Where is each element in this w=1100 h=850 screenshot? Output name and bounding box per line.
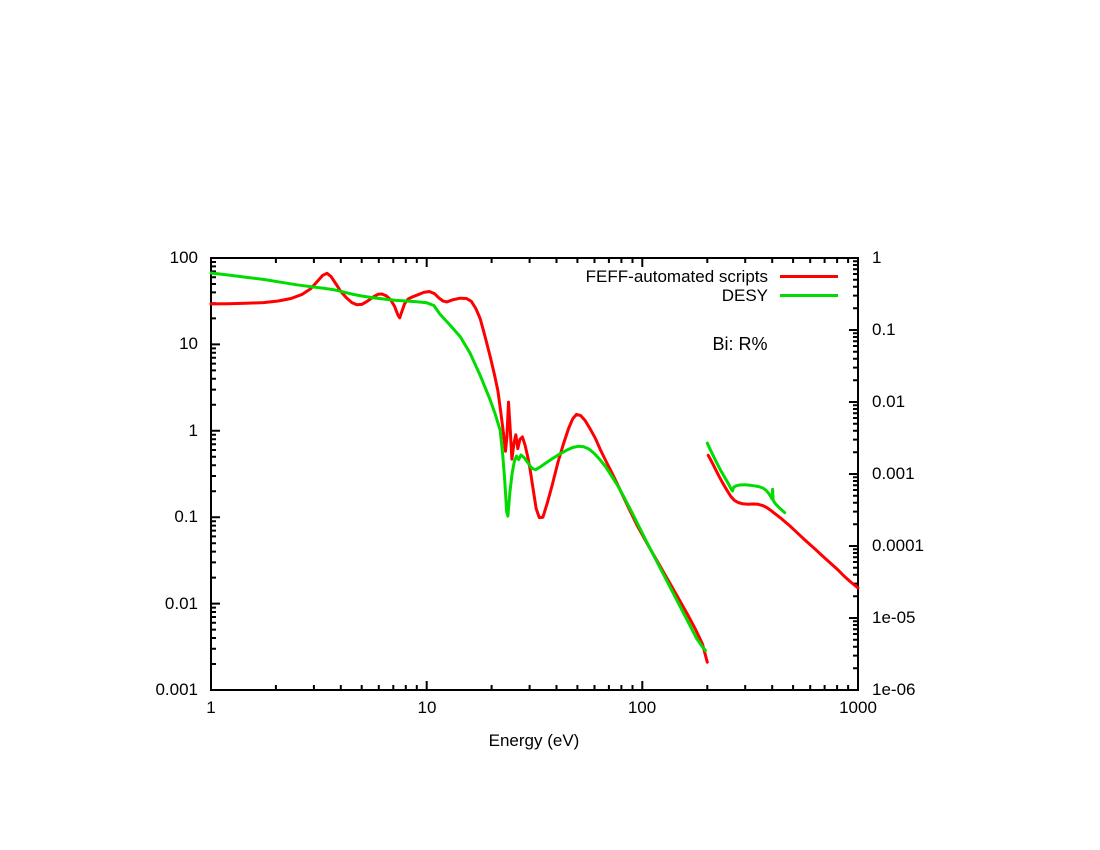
y-right-tick-label: 1e-06 — [872, 680, 916, 699]
y-left-tick-label: 0.1 — [174, 507, 198, 526]
y-left-tick-label: 0.01 — [164, 594, 198, 613]
x-tick-label: 100 — [627, 698, 657, 717]
x-tick-label: 10 — [417, 698, 437, 717]
legend-line-feff — [780, 275, 838, 278]
y-right-tick-label: 0.1 — [872, 320, 896, 339]
y-right-tick-label: 1e-05 — [872, 608, 916, 627]
series-line-desy — [209, 271, 787, 653]
y-right-tick-label: 1 — [872, 248, 882, 267]
x-tick-label: 1000 — [839, 698, 877, 717]
annotation-bi-r-percent: Bi: R% — [712, 334, 768, 354]
legend-label-feff: FEFF-automated scripts — [585, 267, 768, 286]
y-left-tick-label: 100 — [169, 248, 198, 267]
y-right-tick-label: 0.01 — [872, 392, 906, 411]
y-left-tick-label: 1 — [188, 421, 198, 440]
plot-border — [210, 257, 859, 691]
legend-label-desy: DESY — [721, 286, 768, 305]
x-axis-title: Energy (eV) — [488, 731, 580, 750]
legend-line-desy — [780, 294, 838, 297]
major-ticks — [210, 257, 859, 691]
y-right-tick-label: 0.001 — [872, 464, 915, 483]
y-left-tick-label: 10 — [179, 334, 198, 353]
y-left-tick-label: 0.001 — [155, 680, 198, 699]
x-tick-label: 1 — [206, 698, 216, 717]
y-right-tick-label: 0.0001 — [872, 536, 924, 555]
minor-ticks — [211, 258, 858, 690]
series-line-feff — [209, 271, 860, 664]
